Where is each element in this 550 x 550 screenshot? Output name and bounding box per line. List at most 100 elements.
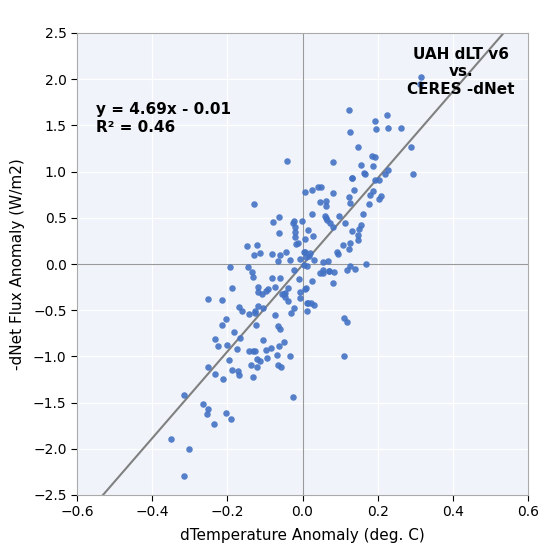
Point (360, 170, 369, 179)
Point (234, 367, 243, 376)
Point (257, 290, 266, 299)
Point (301, 283, 310, 292)
Point (214, 342, 223, 350)
Point (295, 255, 304, 263)
Point (290, 228, 299, 237)
Point (270, 283, 279, 292)
Point (416, 79, 425, 88)
Point (325, 267, 334, 276)
Point (179, 472, 188, 481)
Point (365, 200, 373, 208)
Point (249, 346, 257, 355)
Point (291, 222, 300, 231)
Point (371, 152, 380, 161)
Point (384, 166, 393, 174)
Point (301, 234, 310, 243)
Point (345, 245, 354, 254)
Point (217, 295, 226, 304)
Point (372, 125, 381, 134)
Point (318, 257, 327, 266)
Point (323, 216, 332, 224)
Point (185, 444, 194, 453)
Point (302, 252, 311, 261)
Point (282, 248, 290, 256)
Point (243, 242, 252, 251)
Point (329, 189, 338, 197)
Point (324, 267, 333, 276)
Point (250, 346, 259, 355)
Point (375, 176, 384, 185)
Point (249, 373, 257, 382)
Point (355, 224, 364, 233)
Point (330, 267, 339, 276)
Point (281, 289, 290, 298)
Point (262, 287, 271, 295)
Point (279, 338, 288, 346)
Point (326, 219, 334, 228)
Point (254, 282, 262, 291)
Point (368, 187, 377, 196)
Point (268, 217, 277, 226)
Point (253, 355, 262, 364)
Point (167, 434, 175, 443)
Point (274, 322, 283, 331)
Point (303, 225, 312, 234)
Point (308, 186, 317, 195)
Point (277, 363, 286, 372)
Point (278, 289, 287, 298)
Point (222, 315, 230, 324)
Point (319, 269, 328, 278)
X-axis label: dTemperature Anomaly (deg. C): dTemperature Anomaly (deg. C) (180, 528, 425, 543)
Point (321, 212, 329, 221)
Point (247, 268, 256, 277)
Point (295, 294, 304, 302)
Point (343, 317, 351, 326)
Point (228, 365, 236, 374)
Point (294, 238, 302, 247)
Point (273, 350, 282, 359)
Point (381, 169, 389, 178)
Point (316, 268, 324, 277)
Point (329, 279, 338, 288)
Point (274, 213, 283, 222)
Point (328, 157, 337, 166)
Point (308, 210, 317, 218)
Point (285, 351, 294, 360)
Point (396, 124, 405, 133)
Point (261, 345, 270, 354)
Point (254, 301, 262, 310)
Point (344, 192, 353, 201)
Point (234, 302, 243, 311)
Point (295, 288, 304, 296)
Point (304, 299, 312, 307)
Point (286, 256, 295, 265)
Point (227, 284, 236, 293)
Point (332, 248, 341, 256)
Point (274, 256, 283, 265)
Point (366, 190, 375, 199)
Point (316, 197, 324, 206)
Point (276, 273, 284, 282)
Point (371, 117, 380, 126)
Point (222, 409, 230, 417)
Point (199, 400, 207, 409)
Point (348, 174, 356, 183)
Point (314, 183, 322, 191)
Point (302, 261, 311, 270)
Point (318, 266, 327, 274)
Point (290, 217, 299, 226)
Point (306, 299, 315, 307)
Point (288, 392, 297, 401)
Point (301, 188, 310, 196)
Point (227, 415, 235, 424)
Point (334, 250, 343, 258)
Point (310, 255, 318, 264)
Point (264, 284, 273, 293)
Point (322, 213, 331, 222)
Point (234, 371, 243, 380)
Point (287, 308, 295, 317)
Point (290, 233, 299, 242)
Point (322, 197, 331, 206)
Point (375, 194, 383, 203)
Point (248, 273, 257, 282)
